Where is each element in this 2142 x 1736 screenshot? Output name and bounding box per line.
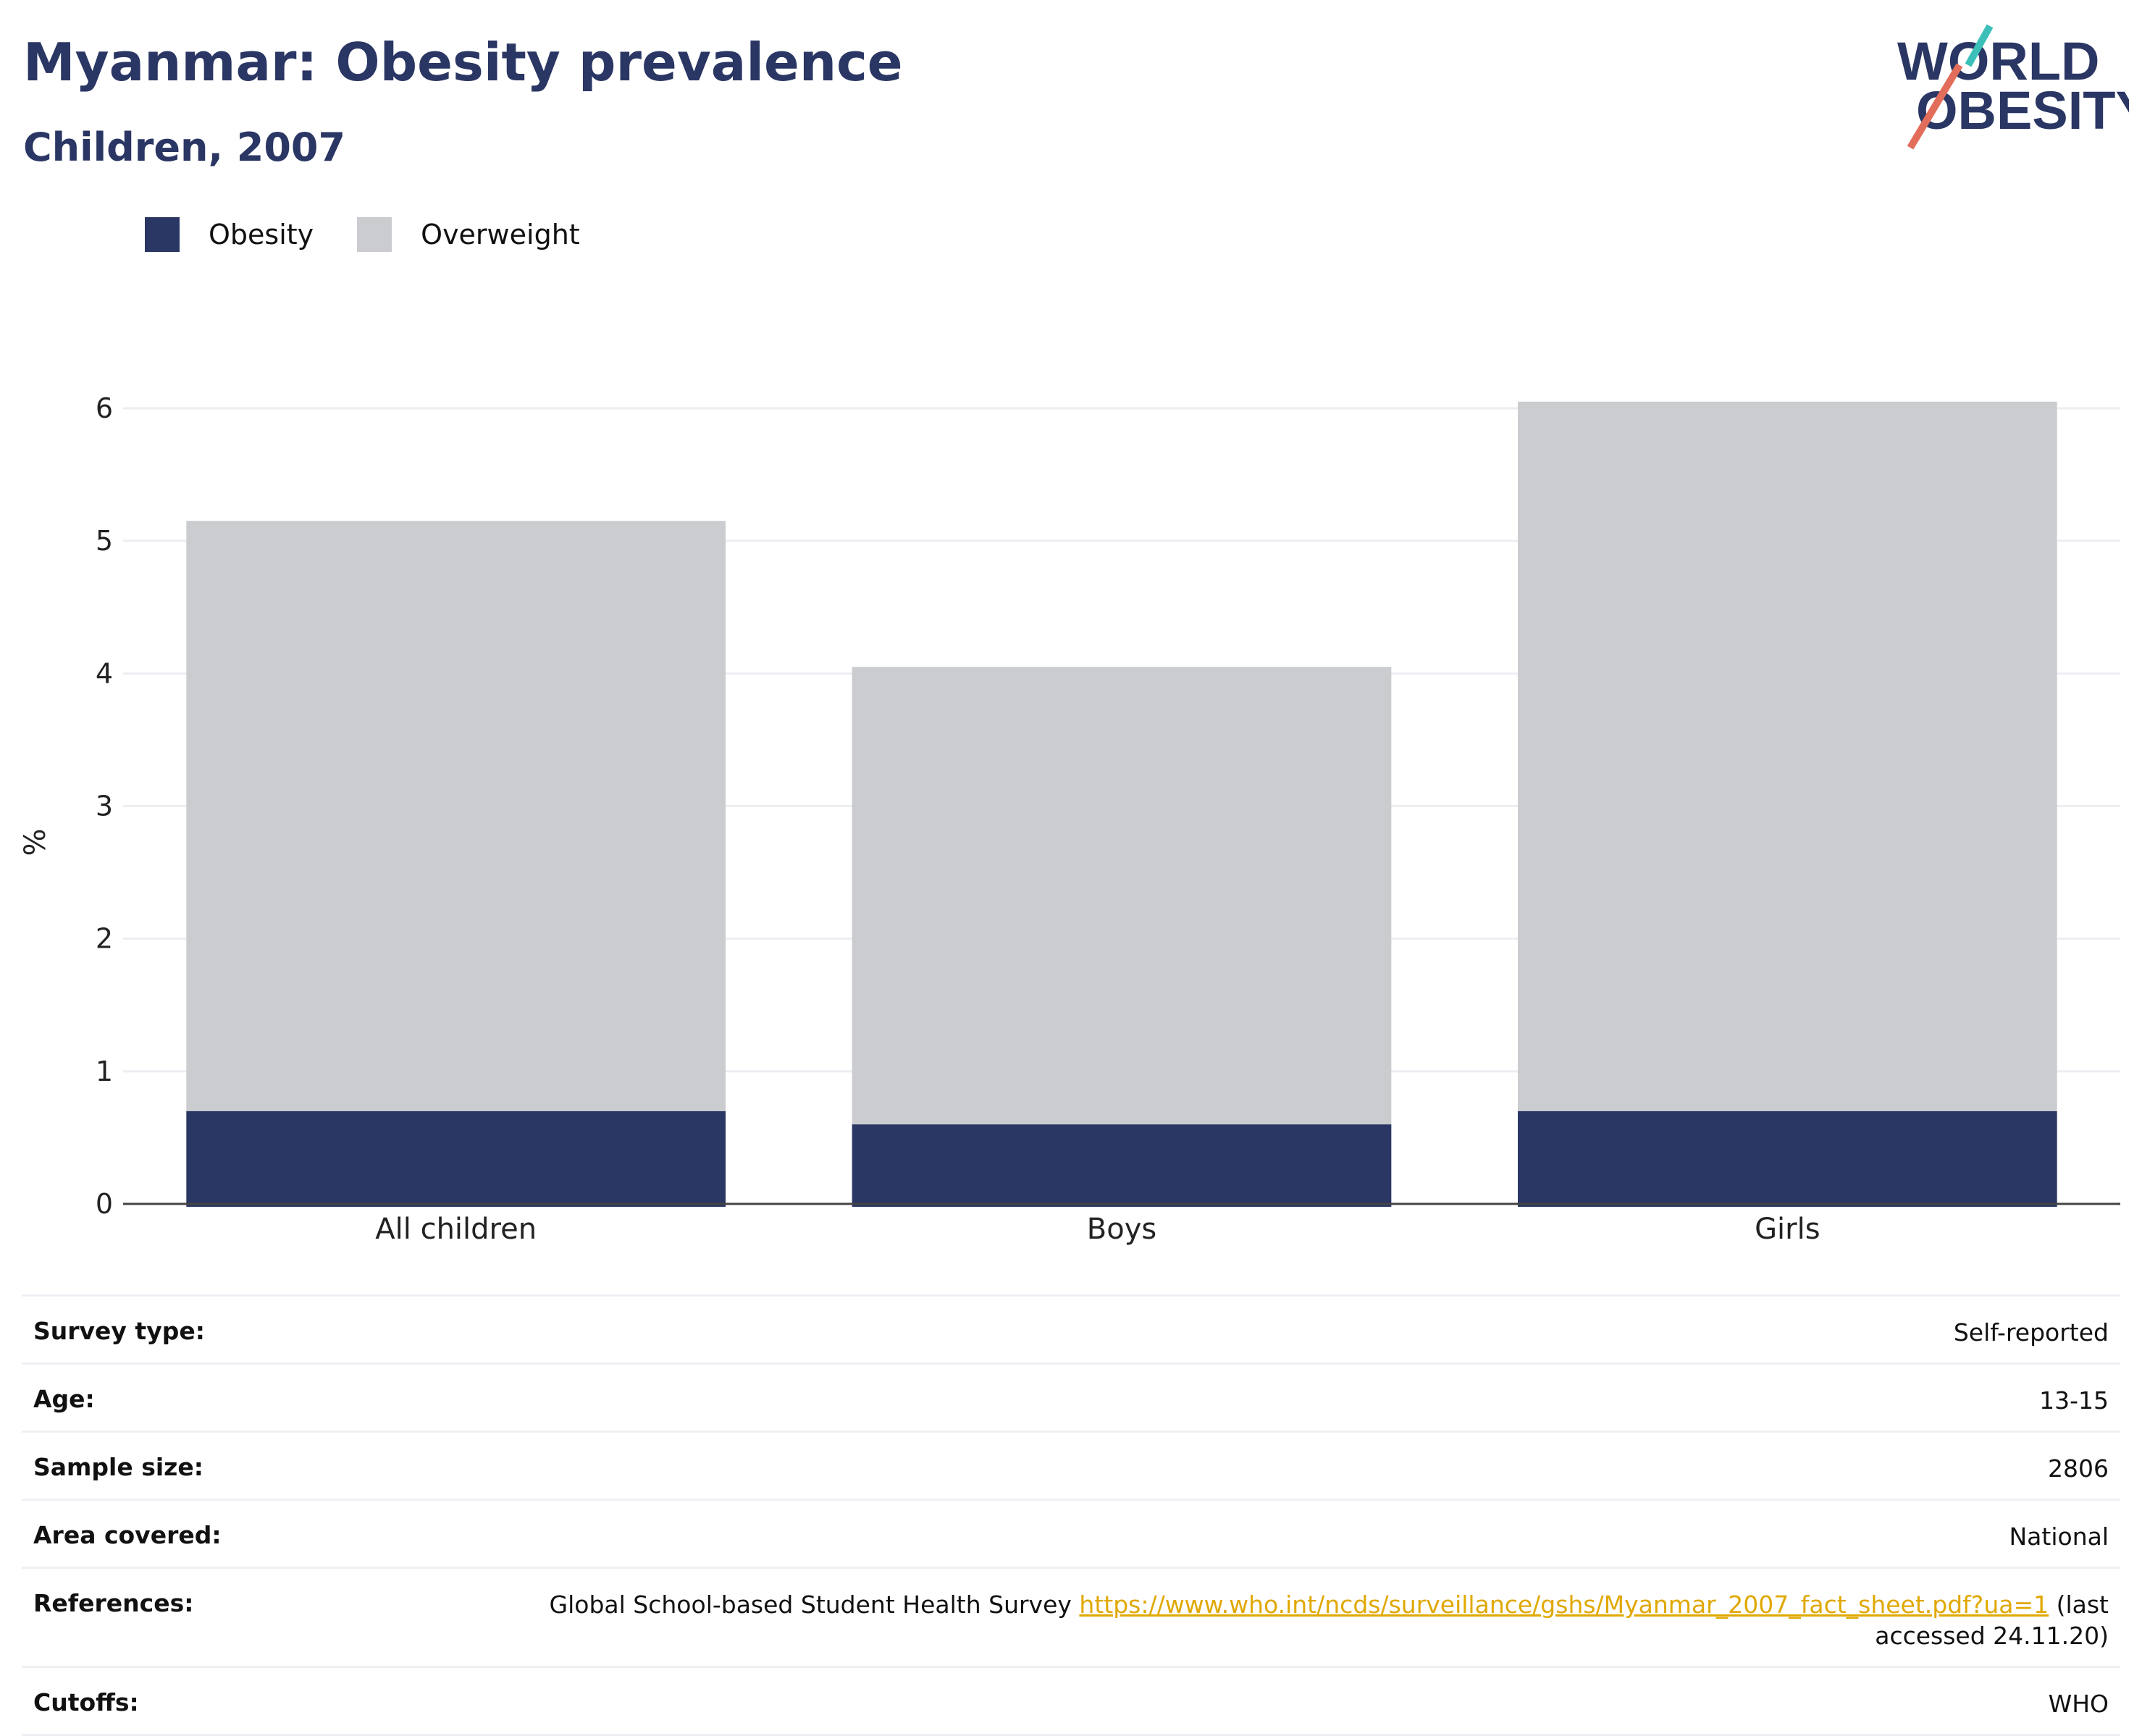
detail-value: Self-reported [1953,1318,2109,1347]
y-tick-label: 5 [96,525,113,557]
detail-label: Sample size: [33,1453,203,1481]
x-tick-label: Boys [1087,1213,1156,1246]
logo-text-world: WORLD [1897,31,2100,91]
x-tick-label: Girls [1755,1213,1820,1246]
y-tick-label: 0 [96,1188,113,1220]
detail-label: Age: [33,1385,95,1413]
detail-value: National [2009,1522,2109,1551]
bar-overweight-all-children [186,521,726,1111]
detail-value: 2806 [2048,1454,2109,1483]
detail-label: Area covered: [33,1521,222,1549]
legend-swatch-obesity [145,217,180,252]
detail-row-area-covered: Area covered: National [22,1501,2120,1569]
detail-row-age: Age: 13-15 [22,1365,2120,1433]
bar-obesity-all-children [186,1111,726,1207]
legend-item-obesity[interactable]: Obesity [145,217,314,252]
reference-text: Global School-based Student Health Surve… [549,1590,1080,1619]
page-title: Myanmar: Obesity prevalence [23,32,903,93]
detail-row-cutoffs: Cutoffs: WHO [22,1668,2120,1736]
world-obesity-logo: WORLD OBESITY [1897,24,2129,150]
page-subtitle: Children, 2007 [23,125,346,170]
bar-obesity-girls [1518,1111,2057,1207]
chart-legend: Obesity Overweight [145,214,623,255]
logo-slash-teal [1965,24,1994,67]
detail-value: Global School-based Student Health Surve… [516,1589,2109,1651]
detail-row-sample-size: Sample size: 2806 [22,1433,2120,1501]
y-tick-label: 6 [96,392,113,424]
detail-row-survey-type: Survey type: Self-reported [22,1294,2120,1365]
bar-overweight-boys [852,667,1392,1125]
reference-link[interactable]: https://www.who.int/ncds/surveillance/gs… [1079,1590,2049,1619]
detail-value: WHO [2048,1690,2109,1718]
detail-value: 13-15 [2039,1386,2109,1415]
reference-suffix: (last accessed 24.11.20) [1875,1590,2109,1650]
x-tick-label: All children [375,1213,537,1246]
detail-row-references: References: Global School-based Student … [22,1569,2120,1668]
y-tick-label: 1 [96,1055,113,1087]
logo-text-obesity: OBESITY [1916,80,2129,140]
y-tick-label: 3 [96,791,113,822]
detail-label: References: [33,1589,194,1617]
legend-item-overweight[interactable]: Overweight [357,217,580,252]
detail-label: Cutoffs: [33,1688,139,1716]
bar-obesity-boys [852,1124,1392,1207]
bar-overweight-girls [1518,401,2057,1111]
legend-swatch-overweight [357,217,392,252]
detail-label: Survey type: [33,1317,205,1345]
legend-label-obesity: Obesity [209,219,314,250]
y-axis-label: % [19,828,52,856]
survey-details-table: Survey type: Self-reported Age: 13-15 Sa… [22,1294,2120,1736]
bar-chart: 0 1 2 3 4 5 6% All children Boys Girls [19,392,2120,1246]
legend-label-overweight: Overweight [421,219,580,250]
y-tick-label: 4 [96,657,113,689]
y-tick-label: 2 [96,923,113,955]
logo-slash-coral [1907,63,1963,150]
